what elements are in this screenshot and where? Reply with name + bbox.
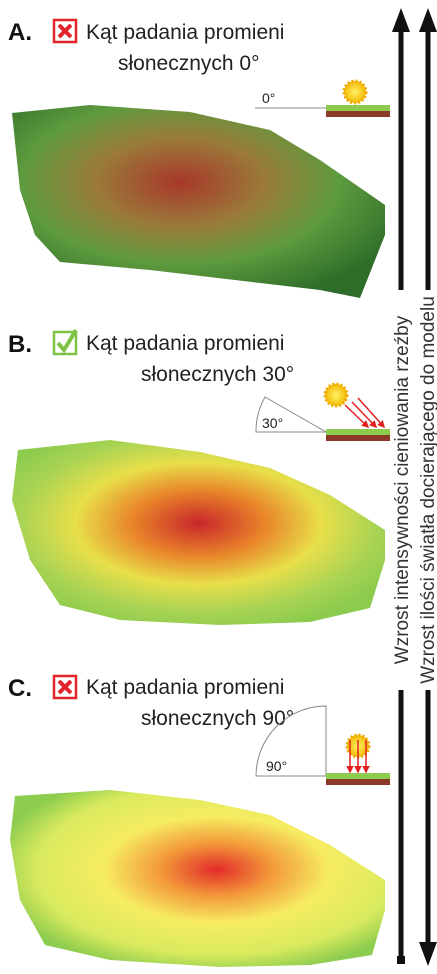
page: A. Kąt padania promieni słonecznych 0° 0…	[0, 0, 437, 974]
panel-b: B. Kąt padania promieni słonecznych 30° …	[8, 330, 390, 625]
panel-title: Kąt padania promieni	[86, 332, 284, 355]
panel-title: słonecznych 90°	[141, 707, 294, 730]
panel-a: A. Kąt padania promieni słonecznych 0° 0…	[8, 19, 390, 298]
check-icon	[54, 330, 76, 354]
terrain-model	[10, 790, 385, 967]
panel-title: Kąt padania promieni	[86, 676, 284, 699]
angle-diagram: 30°	[256, 384, 390, 441]
cross-icon	[54, 676, 76, 698]
panel-title: Kąt padania promieni	[86, 21, 284, 44]
angle-label: 90°	[266, 758, 287, 774]
panel-title: słonecznych 30°	[141, 363, 294, 386]
angle-diagram: 0°	[255, 81, 390, 117]
panel-letter: A.	[8, 19, 32, 46]
cross-icon	[54, 20, 76, 42]
angle-label: 0°	[262, 90, 275, 106]
angle-label: 30°	[262, 415, 283, 431]
panel-letter: B.	[8, 331, 32, 358]
terrain-model	[12, 440, 385, 625]
diagram: A. Kąt padania promieni słonecznych 0° 0…	[0, 0, 437, 974]
panel-title: słonecznych 0°	[118, 52, 259, 75]
panel-letter: C.	[8, 675, 32, 702]
panel-c: C. Kąt padania promieni słonecznych 90° …	[8, 675, 390, 967]
side-label: Wzrost ilości światła docierającego do m…	[418, 296, 437, 684]
terrain-model	[12, 105, 385, 298]
side-label: Wzrost intensywności cieniowania rzeźby	[392, 315, 413, 664]
